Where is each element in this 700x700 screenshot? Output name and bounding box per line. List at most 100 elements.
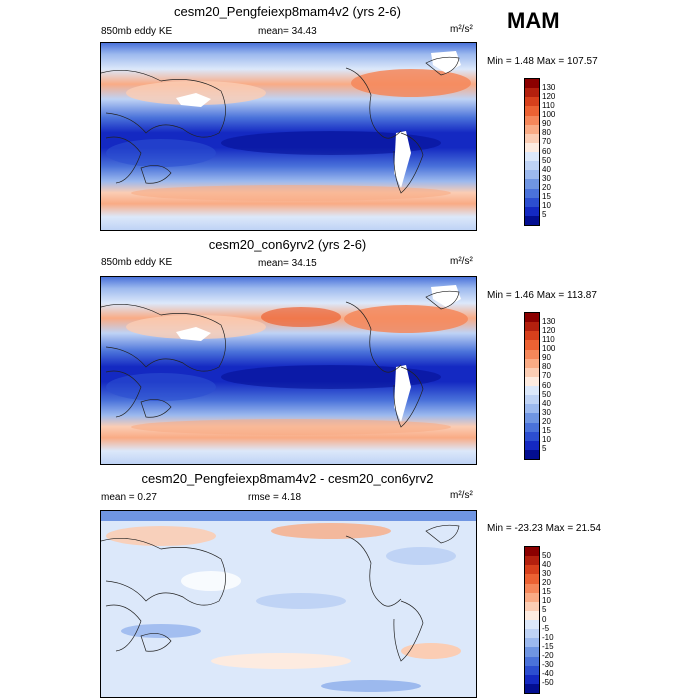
panel-1-mean-label: mean= 34.43: [258, 26, 317, 37]
panel-3-rmse-label: rmse = 4.18: [248, 492, 302, 503]
colorbar-level-label: 20: [542, 417, 551, 426]
colorbar-level-label: 15: [542, 426, 551, 436]
colorbar-swatch: [525, 386, 539, 396]
panel-1-minmax: Min = 1.48 Max = 107.57: [487, 56, 598, 67]
colorbar-swatch: [525, 115, 539, 125]
colorbar-level-label: -15: [542, 641, 554, 651]
panel-1-title: cesm20_Pengfeiexp8mam4v2 (yrs 2-6): [174, 4, 401, 19]
colorbar-swatch: [525, 106, 539, 116]
panel-3-minmax: Min = -23.23 Max = 21.54: [487, 523, 601, 534]
colorbar-level-label: 90: [542, 353, 551, 363]
colorbar-level-label: 10: [542, 201, 551, 211]
colorbar-swatch: [525, 376, 539, 386]
colorbar-level-label: 0: [542, 614, 547, 624]
colorbar-level-label: 40: [542, 398, 551, 408]
season-label: MAM: [507, 8, 560, 33]
colorbar-swatch: [525, 601, 539, 611]
colorbar-swatch: [525, 413, 539, 423]
colorbar-swatch: [525, 683, 539, 693]
colorbar-swatch: [525, 322, 539, 332]
colorbar-level-label: 60: [542, 146, 551, 156]
panel-2-minmax: Min = 1.46 Max = 113.87: [487, 290, 597, 301]
colorbar-swatch: [525, 592, 539, 602]
colorbar-swatch: [525, 197, 539, 207]
colorbar-level-label: 15: [542, 192, 551, 202]
panel-2-map-svg: [101, 277, 476, 464]
colorbar-swatch: [525, 647, 539, 657]
colorbar-swatch: [525, 583, 539, 593]
colorbar-level-label: 40: [542, 559, 551, 569]
colorbar-level-label: -30: [542, 660, 554, 670]
colorbar-swatch: [525, 313, 539, 323]
colorbar-level-label: 10: [542, 596, 551, 606]
colorbar-swatch: [525, 449, 539, 459]
colorbar-level-label: -50: [542, 678, 554, 688]
panel-1-units: m²/s²: [450, 24, 473, 35]
colorbar-swatch: [525, 124, 539, 134]
colorbar-swatch: [525, 674, 539, 684]
colorbar-swatch: [525, 97, 539, 107]
colorbar-level-label: 20: [542, 578, 551, 587]
colorbar-level-label: 70: [542, 371, 551, 381]
panel-2-left-label: 850mb eddy KE: [101, 257, 173, 268]
colorbar-swatch: [525, 133, 539, 143]
colorbar-swatch: [525, 395, 539, 405]
colorbar-level-label: 30: [542, 407, 551, 417]
colorbar-level-label: 100: [542, 110, 556, 119]
panel-2-colorbar: [524, 312, 540, 460]
colorbar-swatch: [525, 206, 539, 216]
panel-1-map: [100, 42, 477, 231]
colorbar-level-label: 5: [542, 605, 547, 615]
colorbar-level-label: -40: [542, 669, 554, 679]
colorbar-swatch: [525, 170, 539, 180]
colorbar-swatch: [525, 404, 539, 414]
colorbar-level-label: 80: [542, 128, 551, 138]
colorbar-level-label: 5: [542, 210, 547, 220]
colorbar-swatch: [525, 440, 539, 450]
colorbar-swatch: [525, 547, 539, 557]
colorbar-swatch: [525, 142, 539, 152]
panel-1-map-svg: [101, 43, 476, 230]
colorbar-level-label: 120: [542, 325, 556, 335]
panel-3-units: m²/s²: [450, 490, 473, 501]
colorbar-level-label: 50: [542, 550, 551, 560]
colorbar-level-label: 30: [542, 568, 551, 578]
panel-2-mean-label: mean= 34.15: [258, 258, 317, 269]
colorbar-swatch: [525, 349, 539, 359]
colorbar-swatch: [525, 629, 539, 639]
colorbar-level-label: 100: [542, 344, 556, 353]
colorbar-level-label: 120: [542, 91, 556, 101]
panel-3-map: [100, 510, 477, 698]
colorbar-level-label: 110: [542, 100, 555, 110]
colorbar-swatch: [525, 161, 539, 171]
colorbar-swatch: [525, 656, 539, 666]
colorbar-swatch: [525, 610, 539, 620]
colorbar-swatch: [525, 179, 539, 189]
colorbar-level-label: 130: [542, 82, 556, 92]
colorbar-swatch: [525, 638, 539, 648]
colorbar-swatch: [525, 188, 539, 198]
colorbar-level-label: 70: [542, 137, 551, 147]
colorbar-swatch: [525, 88, 539, 98]
panel-3-title: cesm20_Pengfeiexp8mam4v2 - cesm20_con6yr…: [141, 471, 434, 486]
colorbar-level-label: 5: [542, 444, 547, 454]
colorbar-swatch: [525, 431, 539, 441]
colorbar-level-label: 30: [542, 173, 551, 183]
colorbar-swatch: [525, 574, 539, 584]
colorbar-level-label: 90: [542, 119, 551, 129]
colorbar-level-label: 130: [542, 316, 556, 326]
panel-2-units: m²/s²: [450, 256, 473, 267]
colorbar-swatch: [525, 565, 539, 575]
panel-3-map-svg: [101, 511, 476, 697]
colorbar-level-label: 40: [542, 164, 551, 174]
colorbar-swatch: [525, 620, 539, 630]
colorbar-swatch: [525, 665, 539, 675]
colorbar-swatch: [525, 215, 539, 225]
colorbar-level-label: 50: [542, 389, 551, 399]
panel-3-colorbar: [524, 546, 540, 694]
colorbar-level-label: 50: [542, 155, 551, 165]
colorbar-level-label: -20: [542, 651, 554, 660]
colorbar-swatch: [525, 152, 539, 162]
colorbar-level-label: 110: [542, 334, 555, 344]
